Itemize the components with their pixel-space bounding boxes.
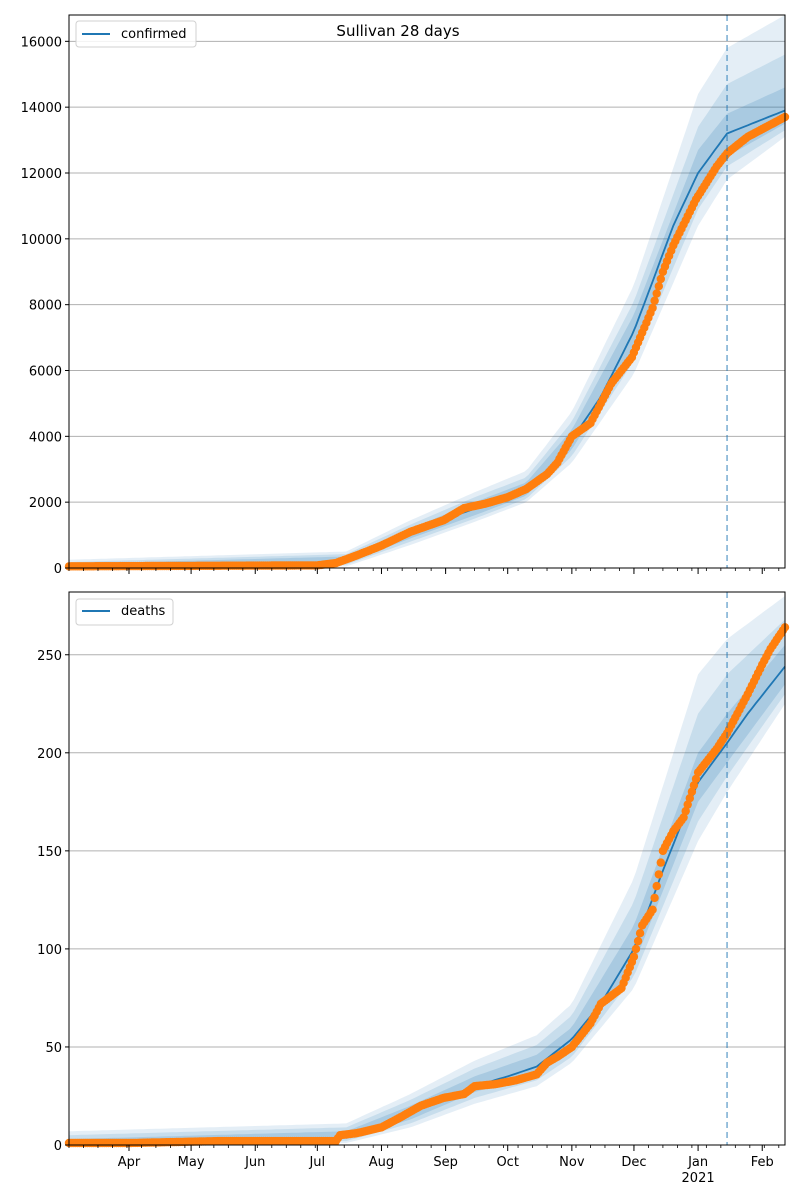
y-tick-label: 2000 (29, 496, 62, 511)
confirmed-panel: 0 2000 4000 6000 8000 10000 12000 14000 16000 co… (21, 14, 790, 577)
y-tick-label: 8000 (29, 299, 62, 314)
y-tick-label: 16000 (21, 35, 62, 50)
observed-point (685, 794, 694, 803)
x-tick-label: Jul (308, 1155, 325, 1170)
y-tick-label: 12000 (21, 167, 62, 182)
observed-point (679, 813, 688, 822)
y-tick-label: 0 (54, 562, 62, 577)
y-tick-label: 50 (45, 1041, 62, 1056)
legend-box (75, 598, 174, 626)
x-tick-label: Sep (433, 1155, 458, 1170)
x-tick-label: Jun (244, 1155, 265, 1170)
observed-point (650, 296, 659, 305)
deaths-panel: 0 50 100 150 200 250 Apr May Jun Jul Aug Sep Oct Nov D… (37, 591, 790, 1186)
legend-label-deaths: deaths (121, 604, 166, 619)
figure-title: Sullivan 28 days (336, 22, 459, 40)
observed-point (656, 858, 665, 867)
observed-point (691, 774, 701, 784)
axes: 0 2000 4000 6000 8000 10000 12000 14000 16000 (21, 14, 786, 577)
x-tick-label: Apr (118, 1155, 141, 1170)
observed-point (683, 800, 692, 809)
observed-point (654, 870, 663, 879)
plot-frame (68, 591, 786, 1146)
x-tick-label: Dec (621, 1155, 646, 1170)
x-tick-label: Nov (559, 1155, 585, 1170)
observed-point (689, 781, 699, 790)
y-tick-label: 0 (54, 1139, 62, 1154)
uncertainty-bands (69, 595, 785, 1145)
observed-point (654, 282, 663, 291)
legend-label-confirmed: confirmed (121, 27, 187, 42)
outer-band (69, 595, 785, 1145)
axes: 0 50 100 150 200 250 Apr May Jun Jul Aug Sep Oct Nov D… (37, 591, 786, 1186)
y-tick-label: 200 (37, 747, 62, 762)
observed-point (652, 289, 661, 298)
observed-point (687, 787, 697, 796)
x-tick-label: Oct (496, 1155, 518, 1170)
observed-point (648, 905, 657, 914)
x-tick-label: Feb (751, 1155, 774, 1170)
y-tick-label: 250 (37, 649, 62, 664)
x-tick-label: Jan (687, 1155, 708, 1170)
x-year-label: 2021 (682, 1171, 715, 1186)
y-tick-label: 14000 (21, 101, 62, 116)
x-tick-label: Aug (369, 1155, 394, 1170)
y-tick-label: 10000 (21, 233, 62, 248)
y-tick-label: 150 (37, 845, 62, 860)
y-tick-label: 100 (37, 943, 62, 958)
legend-box (75, 20, 197, 48)
middle-band (69, 619, 785, 1145)
observed-point (648, 303, 657, 313)
outer-band (69, 15, 785, 568)
observed-point (656, 274, 665, 284)
legend: confirmed (75, 20, 197, 48)
legend: deaths (75, 598, 174, 626)
observed-point (633, 936, 643, 946)
y-tick-label: 6000 (29, 365, 62, 380)
plot-frame (68, 14, 786, 569)
observed-point (631, 944, 641, 954)
observed-point (629, 952, 639, 961)
observed-point (635, 929, 645, 938)
x-tick-label: May (178, 1155, 205, 1170)
observed-point (681, 806, 690, 816)
observed-point (650, 893, 659, 903)
y-tick-label: 4000 (29, 430, 62, 445)
observed-point (652, 881, 661, 891)
